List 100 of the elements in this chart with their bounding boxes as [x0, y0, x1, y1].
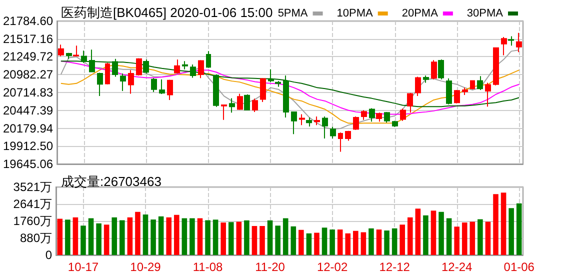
bar	[470, 222, 476, 255]
bar	[423, 215, 428, 255]
bar	[282, 218, 288, 255]
x-tick-label: 12-12	[379, 260, 410, 274]
candlestick	[314, 116, 320, 126]
candlestick	[213, 74, 219, 108]
candlestick	[501, 36, 507, 56]
line-series	[60, 50, 520, 130]
candlestick	[330, 126, 336, 139]
chart-title: 成交量:26703463	[61, 174, 162, 189]
candlestick	[400, 108, 406, 122]
candlestick	[237, 93, 243, 110]
bar	[158, 216, 164, 255]
candlestick	[376, 112, 382, 122]
legend-label: 20PMA	[402, 8, 439, 20]
candlestick	[345, 130, 351, 142]
bar	[360, 232, 366, 255]
x-tick-label: 10-29	[130, 260, 162, 274]
y-tick-label: 19912.50	[2, 139, 54, 154]
candlestick	[283, 74, 289, 118]
y-tick-label: 20447.39	[2, 103, 54, 118]
bar	[493, 194, 498, 255]
candlestick	[454, 90, 460, 104]
candlestick	[66, 52, 72, 60]
candlestick	[260, 78, 266, 102]
candlestick	[493, 47, 499, 86]
y-tick-label: 20714.83	[2, 86, 54, 100]
bar	[212, 220, 218, 255]
bar	[104, 224, 110, 255]
candlestick	[423, 74, 429, 84]
y-tick-label: 21249.72	[2, 50, 54, 64]
bar	[462, 222, 468, 255]
bar	[446, 218, 452, 255]
bar	[368, 228, 374, 255]
candlestick	[120, 72, 126, 92]
bar	[135, 212, 140, 255]
candlestick	[151, 78, 157, 93]
bar	[112, 217, 118, 255]
bar	[322, 228, 328, 255]
bar	[345, 233, 351, 255]
candlestick	[159, 78, 165, 95]
bar	[415, 208, 421, 255]
candlestick	[299, 114, 305, 126]
y-tick-label: 19645.06	[2, 157, 54, 171]
bar	[260, 226, 265, 255]
x-tick-label: 11-08	[192, 260, 223, 274]
bar	[376, 230, 382, 255]
bar	[88, 218, 94, 255]
candlestick	[275, 80, 281, 88]
bar	[205, 220, 210, 255]
bar	[166, 217, 172, 255]
bar	[508, 208, 514, 255]
y-tick-label: 1760万	[13, 214, 52, 228]
candlestick	[407, 92, 413, 114]
bar	[65, 220, 70, 255]
legend-label: 5PMA	[278, 8, 308, 20]
candlestick	[462, 87, 468, 96]
bar	[485, 222, 491, 255]
bar	[197, 218, 203, 255]
x-tick-label: 12-24	[441, 260, 473, 274]
candlestick	[221, 104, 227, 120]
candlestick	[477, 76, 483, 91]
candlestick	[89, 49, 95, 73]
bar	[290, 226, 296, 255]
x-tick-label: 12-02	[316, 260, 348, 274]
candlestick	[198, 60, 204, 79]
candlestick	[190, 64, 196, 78]
bar	[80, 226, 86, 255]
legend-label: 10PMA	[336, 8, 374, 20]
line-series	[60, 64, 520, 124]
candlestick	[516, 32, 522, 53]
bar	[454, 226, 460, 255]
bar	[267, 220, 273, 255]
bar	[400, 224, 406, 255]
candlestick	[105, 62, 110, 85]
candlestick	[268, 68, 274, 83]
candlestick	[508, 36, 514, 46]
candlestick	[470, 80, 475, 90]
y-tick-label: 2641万	[13, 196, 52, 211]
bar	[438, 212, 444, 255]
candlestick	[244, 94, 250, 111]
candlestick	[415, 76, 421, 97]
candlestick	[384, 111, 390, 124]
bar	[228, 222, 234, 255]
bar	[57, 218, 63, 255]
bar	[182, 218, 188, 255]
bar	[142, 214, 148, 255]
bar	[407, 217, 413, 255]
candlestick	[431, 60, 437, 80]
candlestick	[97, 72, 103, 97]
bar	[127, 217, 133, 255]
candlestick	[206, 50, 211, 68]
x-tick-label: 01-06	[504, 260, 535, 274]
y-tick-label: 21784.60	[2, 14, 54, 28]
candlestick	[438, 59, 444, 80]
y-tick-label: 3521万	[13, 180, 52, 194]
bar	[150, 219, 156, 255]
bar	[306, 233, 312, 255]
y-tick-label: 0	[45, 248, 52, 262]
bar	[96, 223, 102, 255]
